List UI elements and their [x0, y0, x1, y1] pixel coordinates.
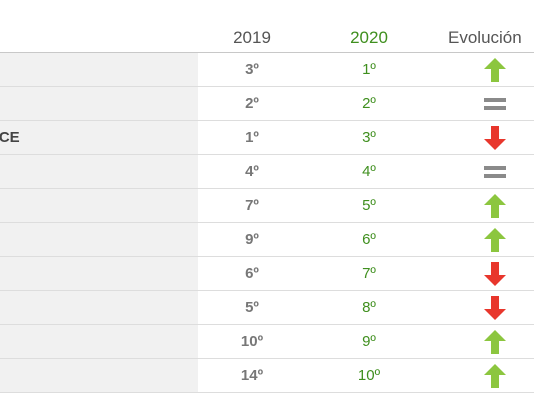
table-row: 5º 8º — [0, 291, 534, 325]
table-row: 7º 5º — [0, 189, 534, 223]
column-header-evolution: Evolución — [448, 28, 522, 47]
rank-2019: 3º — [245, 61, 259, 78]
column-header-2020: 2020 — [350, 28, 388, 47]
rank-2020: 10º — [357, 367, 381, 384]
rank-2019: 10º — [240, 333, 264, 350]
row-name-cell: NCE — [0, 121, 198, 154]
row-name-cell — [0, 155, 198, 188]
rank-2019: 14º — [240, 367, 264, 384]
rank-2020: 5º — [362, 197, 376, 214]
rank-2020: 8º — [362, 299, 376, 316]
row-name-cell — [0, 189, 198, 222]
rank-2020: 2º — [362, 95, 376, 112]
row-name-cell — [0, 257, 198, 290]
table-row: 10º 9º — [0, 325, 534, 359]
table-row: 3º 1º — [0, 53, 534, 87]
rank-2019: 7º — [245, 197, 259, 214]
rank-2020: 9º — [362, 333, 376, 350]
arrow-up-icon — [480, 57, 510, 83]
equal-icon — [480, 91, 510, 117]
rank-2019: 2º — [245, 95, 259, 112]
row-name-cell — [0, 223, 198, 256]
arrow-up-icon — [480, 363, 510, 389]
row-name: NCE — [0, 129, 20, 146]
table-row: 2º 2º — [0, 87, 534, 121]
rank-2020: 7º — [362, 265, 376, 282]
rank-2019: 6º — [245, 265, 259, 282]
row-name-cell — [0, 325, 198, 358]
table-row: 9º 6º — [0, 223, 534, 257]
rank-2020: 1º — [362, 61, 376, 78]
table-row: 14º 10º — [0, 359, 534, 393]
rank-2019: 4º — [245, 163, 259, 180]
rank-2020: 3º — [362, 129, 376, 146]
column-header-2019: 2019 — [233, 28, 271, 47]
row-name-cell — [0, 359, 198, 392]
row-name-cell — [0, 87, 198, 120]
rank-2020: 4º — [362, 163, 376, 180]
arrow-up-icon — [480, 193, 510, 219]
rank-2019: 5º — [245, 299, 259, 316]
rank-2019: 1º — [245, 129, 259, 146]
arrow-up-icon — [480, 227, 510, 253]
arrow-down-icon — [480, 295, 510, 321]
row-name-cell — [0, 53, 198, 86]
table-row: 6º 7º — [0, 257, 534, 291]
arrow-down-icon — [480, 261, 510, 287]
equal-icon — [480, 159, 510, 185]
table-row: NCE 1º 3º — [0, 121, 534, 155]
table-header: 2019 2020 Evolución — [0, 0, 534, 52]
table-row: 4º 4º — [0, 155, 534, 189]
arrow-down-icon — [480, 125, 510, 151]
rank-2020: 6º — [362, 231, 376, 248]
arrow-up-icon — [480, 329, 510, 355]
rank-2019: 9º — [245, 231, 259, 248]
header-divider — [0, 52, 534, 53]
ranking-table: 3º 1º 2º 2º NCE 1º 3º 4º 4º 7º 5º 9º 6º … — [0, 53, 534, 393]
row-name-cell — [0, 291, 198, 324]
